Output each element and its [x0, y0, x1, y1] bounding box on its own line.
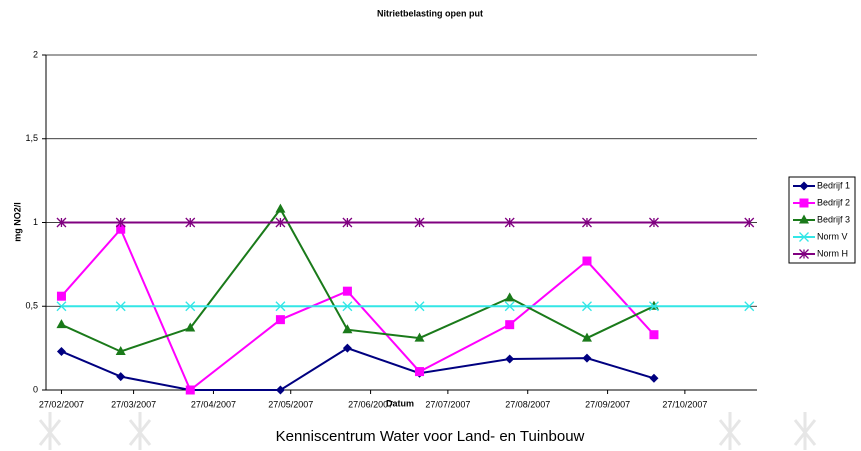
chart: Nitrietbelasting open put Datum mg NO2/l…	[0, 0, 861, 451]
y-tick-label: 0	[33, 384, 38, 394]
series-line	[61, 229, 654, 390]
y-tick-label: 1,5	[25, 133, 38, 143]
y-tick-label: 1	[33, 217, 38, 227]
marker	[505, 355, 514, 364]
marker	[57, 347, 66, 356]
marker	[57, 292, 66, 301]
chart-title: Nitrietbelasting open put	[377, 8, 483, 18]
x-tick-label: 27/10/2007	[662, 399, 707, 409]
legend-label: Norm V	[817, 231, 848, 241]
x-tick-label: 27/08/2007	[505, 399, 550, 409]
marker	[415, 367, 424, 376]
legend-marker	[800, 199, 809, 208]
series-line	[61, 348, 654, 390]
marker	[276, 315, 285, 324]
y-axis-label: mg NO2/l	[12, 202, 22, 242]
marker	[582, 257, 591, 266]
marker	[56, 319, 66, 328]
footer: Kenniscentrum Water voor Land- en Tuinbo…	[276, 428, 585, 445]
x-tick-label: 27/09/2007	[585, 399, 630, 409]
legend-label: Norm H	[817, 248, 848, 258]
marker	[343, 287, 352, 296]
legend-label: Bedrijf 3	[817, 214, 850, 224]
marker	[649, 330, 658, 339]
x-tick-label: 27/03/2007	[111, 399, 156, 409]
marker	[505, 292, 515, 301]
marker	[649, 374, 658, 383]
x-tick-label: 27/04/2007	[191, 399, 236, 409]
marker	[275, 204, 285, 213]
marker	[116, 372, 125, 381]
legend-label: Bedrijf 2	[817, 197, 850, 207]
marker	[276, 386, 285, 395]
marker	[342, 324, 352, 333]
y-tick-label: 2	[33, 49, 38, 59]
x-tick-label: 27/02/2007	[39, 399, 84, 409]
marker	[186, 386, 195, 395]
x-tick-label: 27/07/2007	[425, 399, 470, 409]
marker	[582, 354, 591, 363]
y-tick-label: 0,5	[25, 301, 38, 311]
marker	[343, 344, 352, 353]
x-tick-label: 27/05/2007	[268, 399, 313, 409]
x-tick-label: 27/06/2007	[348, 399, 393, 409]
legend-label: Bedrijf 1	[817, 180, 850, 190]
marker	[505, 320, 514, 329]
